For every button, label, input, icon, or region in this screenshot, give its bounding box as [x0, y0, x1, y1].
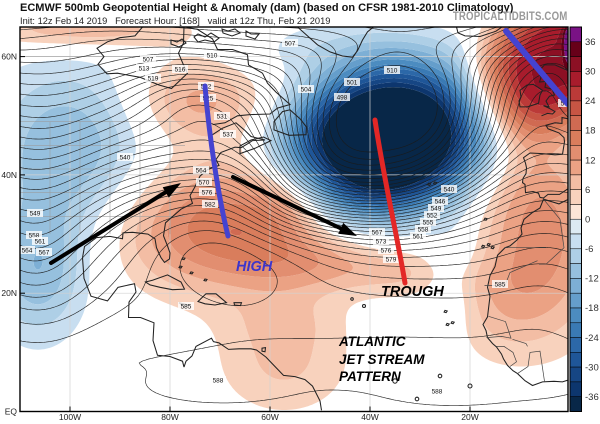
- svg-text:549: 549: [30, 211, 41, 218]
- svg-text:18: 18: [585, 126, 596, 137]
- svg-text:516: 516: [175, 67, 186, 74]
- svg-text:561: 561: [35, 239, 46, 246]
- svg-text:576: 576: [381, 248, 392, 255]
- svg-text:60W: 60W: [261, 412, 278, 422]
- svg-text:12: 12: [585, 155, 596, 166]
- svg-text:573: 573: [376, 239, 387, 246]
- svg-text:504: 504: [301, 87, 312, 94]
- svg-text:JET STREAM: JET STREAM: [339, 352, 425, 367]
- svg-text:HIGH: HIGH: [236, 259, 273, 275]
- svg-text:567: 567: [39, 250, 50, 257]
- svg-text:507: 507: [285, 41, 296, 48]
- svg-text:24: 24: [585, 96, 596, 107]
- svg-text:6: 6: [585, 185, 590, 196]
- svg-text:-36: -36: [585, 392, 599, 403]
- svg-text:40W: 40W: [361, 412, 378, 422]
- svg-text:EQ: EQ: [5, 407, 18, 417]
- svg-text:558: 558: [29, 233, 40, 240]
- svg-text:501: 501: [347, 80, 358, 87]
- svg-text:-24: -24: [585, 333, 599, 344]
- svg-text:555: 555: [423, 220, 434, 227]
- svg-text:20N: 20N: [1, 288, 17, 298]
- svg-text:80W: 80W: [161, 412, 178, 422]
- svg-text:549: 549: [431, 206, 442, 213]
- svg-text:531: 531: [217, 114, 228, 121]
- svg-text:513: 513: [139, 66, 150, 73]
- svg-text:570: 570: [199, 180, 210, 187]
- svg-text:-12: -12: [585, 274, 599, 285]
- svg-text:561: 561: [413, 234, 424, 241]
- svg-text:564: 564: [196, 168, 207, 175]
- svg-text:100W: 100W: [59, 412, 81, 422]
- svg-text:40N: 40N: [1, 170, 17, 180]
- svg-text:-30: -30: [585, 362, 599, 373]
- svg-text:588: 588: [213, 378, 224, 385]
- svg-text:60N: 60N: [1, 52, 17, 62]
- svg-text:540: 540: [444, 187, 455, 194]
- svg-text:-6: -6: [585, 244, 593, 255]
- svg-text:510: 510: [387, 68, 398, 75]
- svg-text:PATTERN: PATTERN: [339, 369, 401, 384]
- svg-text:-18: -18: [585, 303, 599, 314]
- svg-text:498: 498: [337, 95, 348, 102]
- svg-text:537: 537: [223, 132, 234, 139]
- svg-text:564: 564: [22, 248, 33, 255]
- svg-text:579: 579: [386, 257, 397, 264]
- svg-text:567: 567: [372, 230, 383, 237]
- svg-text:576: 576: [202, 190, 213, 197]
- svg-text:0: 0: [585, 214, 590, 225]
- svg-text:582: 582: [205, 202, 216, 209]
- svg-text:ATLANTIC: ATLANTIC: [338, 334, 406, 349]
- svg-text:30: 30: [585, 67, 596, 78]
- svg-text:546: 546: [435, 199, 446, 206]
- svg-text:36: 36: [585, 37, 596, 48]
- svg-text:519: 519: [148, 76, 159, 83]
- svg-text:540: 540: [120, 155, 131, 162]
- svg-text:558: 558: [418, 227, 429, 234]
- svg-text:507: 507: [143, 57, 154, 64]
- svg-text:588: 588: [432, 389, 443, 396]
- svg-text:20W: 20W: [461, 412, 478, 422]
- svg-text:585: 585: [181, 304, 192, 311]
- svg-text:552: 552: [427, 213, 438, 220]
- svg-text:TROUGH: TROUGH: [381, 284, 444, 300]
- svg-text:585: 585: [495, 282, 506, 289]
- svg-text:510: 510: [207, 53, 218, 60]
